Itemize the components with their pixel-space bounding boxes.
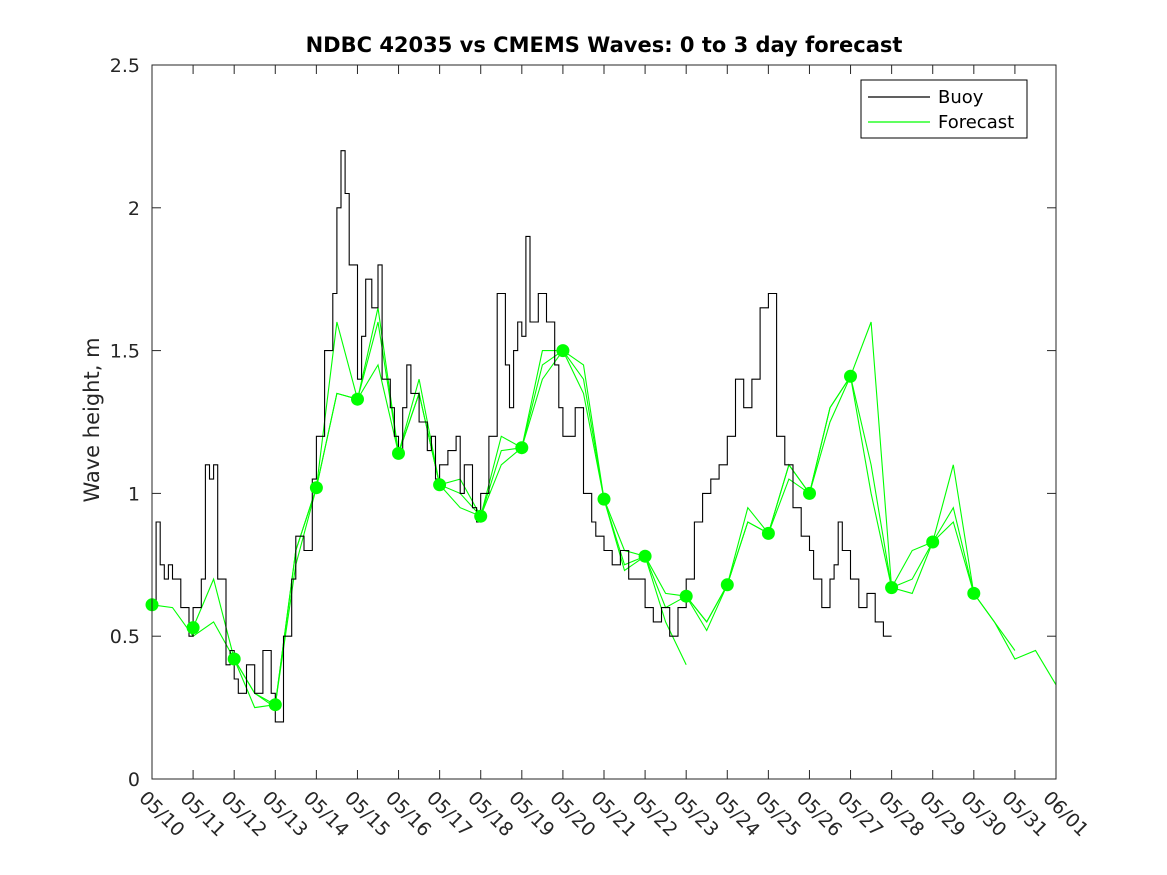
forecast-run-line-18 — [849, 376, 975, 594]
forecast-start-marker — [885, 581, 899, 595]
y-tick-label: 2.5 — [110, 55, 140, 77]
y-axis-label: Wave height, m — [80, 337, 104, 502]
forecast-start-marker — [515, 441, 529, 455]
forecast-start-marker — [638, 549, 652, 563]
legend-box — [860, 79, 1028, 139]
forecast-start-marker — [227, 652, 241, 666]
y-tick-label: 0.5 — [110, 626, 140, 648]
forecast-start-marker — [309, 481, 323, 495]
forecast-start-marker — [761, 526, 775, 540]
forecast-start-marker — [186, 621, 200, 635]
forecast-start-marker — [351, 392, 364, 406]
forecast-start-marker — [967, 586, 981, 600]
y-tick-label: 1.5 — [110, 341, 140, 363]
forecast-run-line-17 — [808, 374, 933, 590]
y-tick-label: 2 — [128, 198, 140, 220]
forecast-start-marker — [556, 344, 570, 358]
chart-title: NDBC 42035 vs CMEMS Waves: 0 to 3 day fo… — [306, 33, 903, 57]
forecast-start-marker — [268, 698, 282, 712]
y-tick-label: 0 — [128, 769, 140, 791]
series-layer — [151, 150, 1057, 723]
legend-forecast-label: Forecast — [938, 112, 1014, 133]
forecast-start-marker — [474, 509, 488, 523]
marker-layer — [145, 344, 981, 712]
plot-area — [152, 65, 1056, 779]
forecast-run-line-11 — [562, 350, 687, 666]
legend: Buoy Forecast — [860, 79, 1028, 139]
forecast-start-marker — [433, 478, 447, 492]
y-tick-label: 1 — [128, 483, 140, 505]
forecast-run-line-9 — [480, 349, 605, 517]
forecast-start-marker — [597, 492, 611, 506]
forecast-start-marker — [803, 486, 816, 500]
forecast-start-marker — [844, 369, 857, 383]
forecast-start-marker — [720, 578, 734, 592]
legend-buoy-label: Buoy — [938, 87, 984, 108]
forecast-start-marker — [392, 446, 405, 460]
forecast-run-line-20 — [932, 506, 1057, 686]
forecast-start-marker — [679, 589, 693, 603]
forecast-start-marker — [926, 535, 940, 549]
forecast-run-line-10 — [521, 349, 646, 566]
